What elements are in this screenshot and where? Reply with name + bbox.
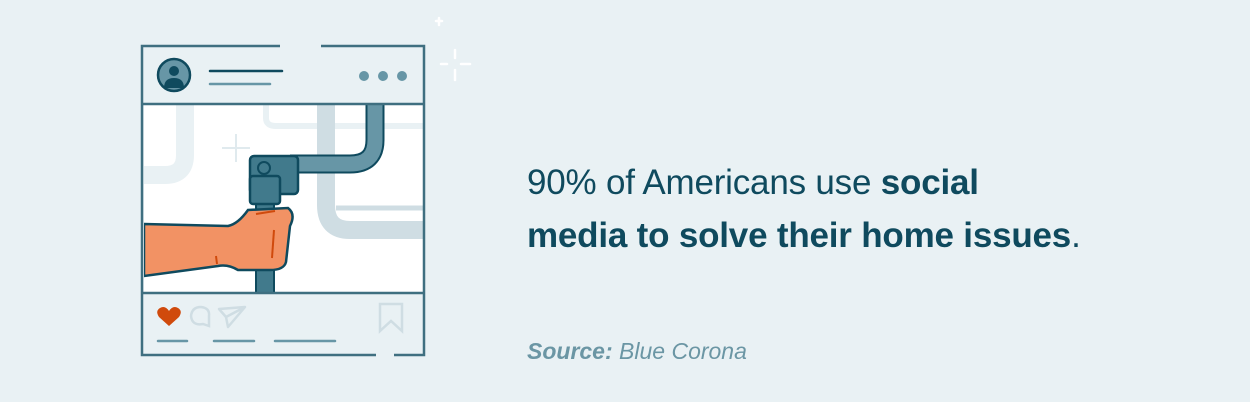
headline-suffix: . <box>1071 216 1081 255</box>
hand <box>144 206 294 278</box>
send-icon[interactable] <box>217 305 247 329</box>
comment-icon[interactable] <box>189 305 211 328</box>
more-dots-icon[interactable] <box>359 71 407 81</box>
headline-stat: 90% of Americans use social media to solv… <box>527 156 1227 262</box>
social-post-illustration <box>140 16 472 357</box>
source-value: Blue Corona <box>612 338 747 364</box>
heart-icon[interactable] <box>157 307 181 326</box>
sparkle-icon <box>434 16 472 82</box>
headline-prefix: 90% of Americans use <box>527 163 881 202</box>
headline-bold-1: social <box>880 163 979 202</box>
headline-bold-2: media to solve their home issues <box>527 216 1072 255</box>
source-label: Source: <box>527 338 613 364</box>
bookmark-icon[interactable] <box>378 302 404 334</box>
avatar-icon <box>156 57 192 93</box>
source-citation: Source: Blue Corona <box>527 338 747 365</box>
